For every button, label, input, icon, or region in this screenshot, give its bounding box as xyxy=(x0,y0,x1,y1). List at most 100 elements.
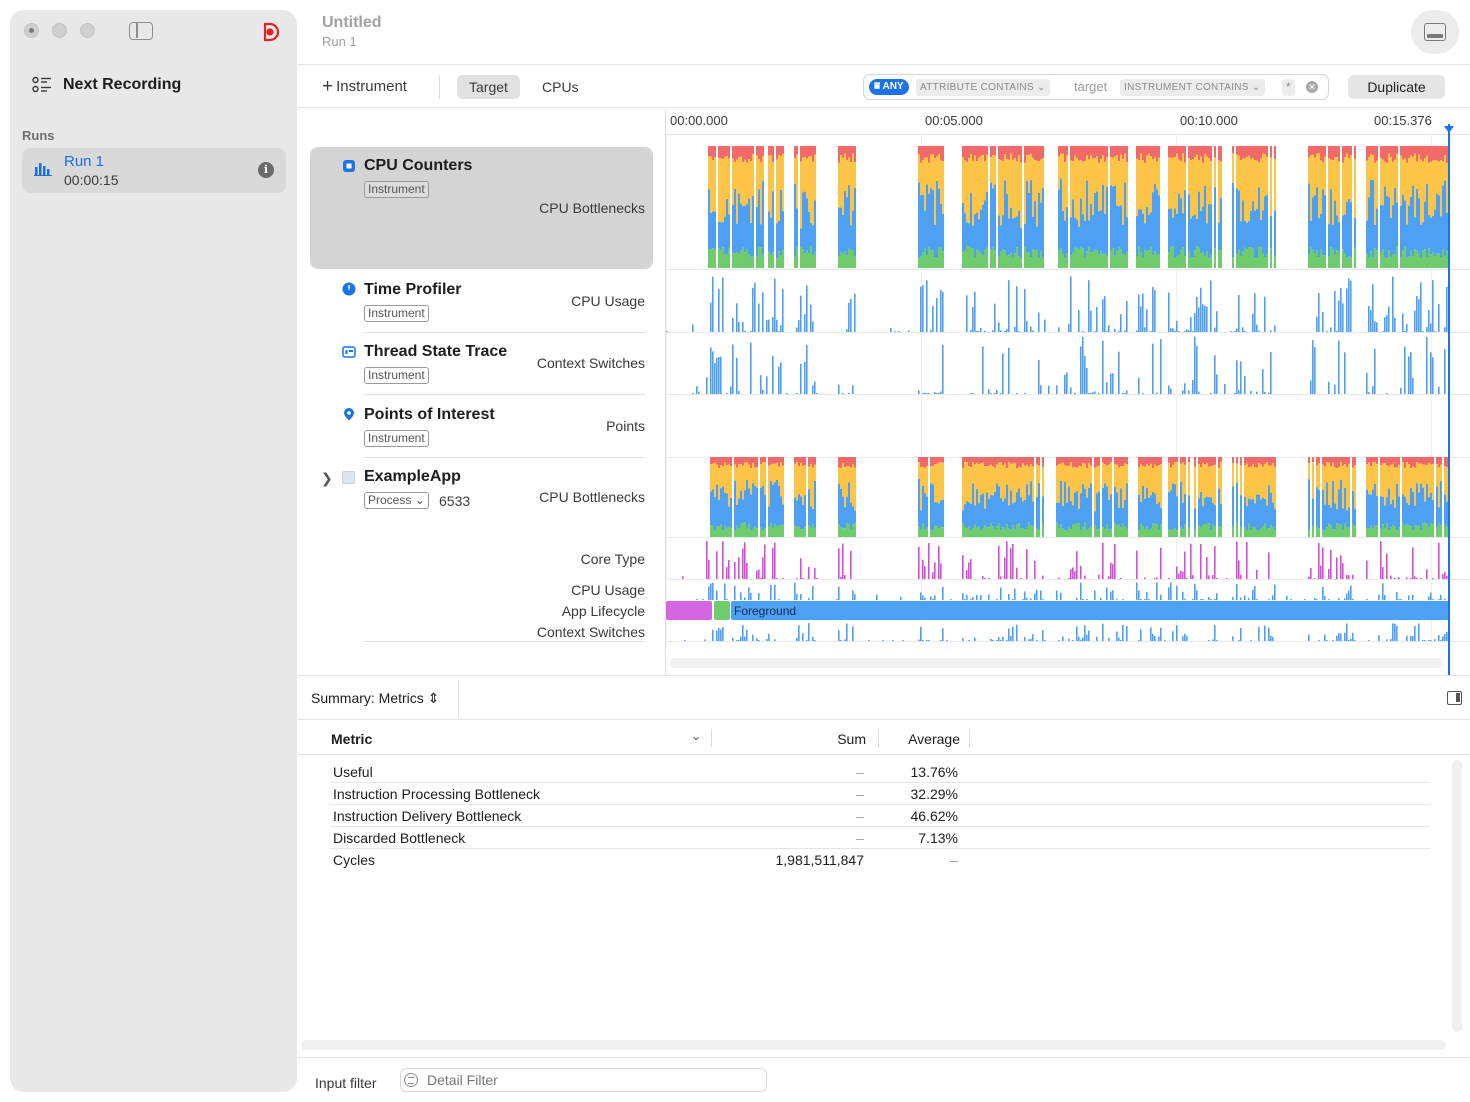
graph-bar xyxy=(1406,224,1408,258)
graph-bar xyxy=(1184,256,1186,268)
minimize-window-button[interactable] xyxy=(52,23,67,38)
any-filter-token[interactable]: ⩸ ANY xyxy=(869,79,909,95)
graph-bar xyxy=(1396,146,1398,155)
graph-bar xyxy=(1354,146,1356,159)
table-row[interactable]: Discarded Bottleneck – 7.13% xyxy=(330,827,1430,849)
graph-bar xyxy=(846,329,848,332)
graph-bar xyxy=(1258,330,1260,332)
graph-bar xyxy=(736,251,738,268)
add-instrument-button[interactable]: + Instrument xyxy=(322,77,407,96)
graph-bar xyxy=(1402,313,1404,332)
disclosure-chevron-icon[interactable]: ❯ xyxy=(321,470,333,486)
graph-bar xyxy=(1176,530,1178,537)
track-thread-state-trace[interactable]: Thread State Trace Instrument Context Sw… xyxy=(310,342,653,394)
track-lanes-graph[interactable]: Foreground xyxy=(666,135,1449,645)
track-filter-field[interactable]: ⩸ ANY ATTRIBUTE CONTAINS ⌄ target INSTRU… xyxy=(863,74,1329,100)
graph-bar xyxy=(780,255,782,268)
tab-target[interactable]: Target xyxy=(457,75,520,99)
graph-bar xyxy=(1118,160,1120,207)
graph-bar xyxy=(778,366,780,394)
graph-bar xyxy=(1076,457,1078,468)
graph-bar xyxy=(716,464,718,485)
summary-selector[interactable]: Summary: Metrics ⇕ xyxy=(311,690,439,707)
track-category: CPU Bottlenecks xyxy=(539,489,645,505)
graph-bar xyxy=(1434,160,1436,210)
graph-bar xyxy=(1418,492,1420,526)
instrument-value[interactable]: * xyxy=(1282,79,1295,96)
graph-bar xyxy=(1368,257,1370,268)
clear-filter-icon[interactable]: ✕ xyxy=(1306,81,1318,93)
graph-bar xyxy=(1202,457,1204,464)
column-header-sum[interactable]: Sum xyxy=(837,731,866,747)
attribute-contains-token[interactable]: ATTRIBUTE CONTAINS ⌄ xyxy=(916,79,1050,96)
playhead-marker-icon[interactable] xyxy=(1444,126,1454,133)
graph-bar xyxy=(796,327,798,332)
graph-bar xyxy=(1388,250,1390,268)
graph-bar xyxy=(1368,392,1370,394)
graph-bar xyxy=(1446,466,1448,502)
graph-bar xyxy=(796,526,798,537)
table-row[interactable]: Cycles 1,981,511,847 – xyxy=(330,849,1430,871)
graph-bar xyxy=(1422,464,1424,488)
track-time-profiler[interactable]: Time Profiler Instrument CPU Usage xyxy=(310,280,653,332)
graph-bar xyxy=(1414,153,1416,218)
graph-bar xyxy=(758,189,760,247)
graph-bar xyxy=(1172,464,1174,484)
graph-bar xyxy=(1240,465,1242,496)
table-row[interactable]: Instruction Processing Bottleneck – 32.2… xyxy=(330,783,1430,805)
detail-area-toggle-button[interactable] xyxy=(1411,10,1459,54)
app-lifecycle-graph: Foreground xyxy=(666,601,1449,620)
graph-bar xyxy=(1214,355,1216,394)
graph-bar xyxy=(924,392,926,394)
process-badge[interactable]: Process ⌄ xyxy=(364,492,429,509)
next-recording-item[interactable]: Next Recording xyxy=(32,76,181,94)
duplicate-button[interactable]: Duplicate xyxy=(1348,75,1445,99)
playhead[interactable] xyxy=(1448,124,1450,675)
graph-bar xyxy=(940,563,942,579)
graph-bar xyxy=(1240,597,1242,600)
table-row[interactable]: Useful – 13.76% xyxy=(330,761,1430,783)
timeline-scrollbar[interactable] xyxy=(670,658,1442,668)
zoom-window-button[interactable] xyxy=(80,23,95,38)
graph-bar xyxy=(1216,593,1218,600)
run-item[interactable]: Run 1 00:00:15 i xyxy=(22,148,286,193)
graph-bar xyxy=(1024,637,1026,641)
graph-bar xyxy=(778,331,780,332)
instrument-contains-token[interactable]: INSTRUMENT CONTAINS ⌄ xyxy=(1120,79,1265,96)
graph-bar xyxy=(918,146,920,155)
track-points-of-interest[interactable]: Points of Interest Instrument Points xyxy=(310,405,653,457)
column-header-metric[interactable]: Metric xyxy=(331,731,373,747)
graph-bar xyxy=(1018,146,1020,156)
timeline-ruler[interactable]: 00:00.000 00:05.000 00:10.000 00:15.376 xyxy=(665,109,1470,135)
graph-bar xyxy=(1400,257,1402,268)
column-header-average[interactable]: Average xyxy=(908,731,960,747)
inspector-toggle-icon[interactable] xyxy=(1447,691,1462,705)
graph-bar xyxy=(802,466,804,505)
graph-bar xyxy=(1006,541,1008,579)
attribute-value[interactable]: target xyxy=(1074,79,1108,94)
record-icon[interactable] xyxy=(259,21,281,43)
table-vertical-scrollbar[interactable] xyxy=(1452,760,1462,1032)
table-row[interactable]: Instruction Delivery Bottleneck – 46.62% xyxy=(330,805,1430,827)
close-window-button[interactable] xyxy=(24,23,39,38)
graph-bar xyxy=(1028,192,1030,253)
graph-bar xyxy=(1368,146,1370,157)
graph-bar xyxy=(1118,331,1120,332)
track-cpu-counters[interactable]: CPU Counters Instrument CPU Bottlenecks xyxy=(310,147,653,269)
graph-bar xyxy=(1160,464,1162,508)
sidebar-toggle-icon[interactable] xyxy=(129,22,153,40)
graph-bar xyxy=(1126,162,1128,218)
chevron-down-icon[interactable]: ⌄ xyxy=(691,729,702,743)
graph-bar xyxy=(768,252,770,268)
tab-cpus[interactable]: CPUs xyxy=(542,79,579,95)
graph-bar xyxy=(748,587,750,600)
graph-bar xyxy=(798,625,800,641)
track-separator xyxy=(364,394,645,395)
track-category: Context Switches xyxy=(536,355,645,371)
graph-bar xyxy=(1246,222,1248,250)
info-icon[interactable]: i xyxy=(258,162,274,178)
graph-bar xyxy=(800,593,802,600)
track-exampleapp[interactable]: ExampleApp Process ⌄ CPU Bottlenecks xyxy=(310,467,653,519)
detail-filter-input[interactable] xyxy=(400,1068,767,1092)
table-horizontal-scrollbar[interactable] xyxy=(301,1040,1446,1050)
